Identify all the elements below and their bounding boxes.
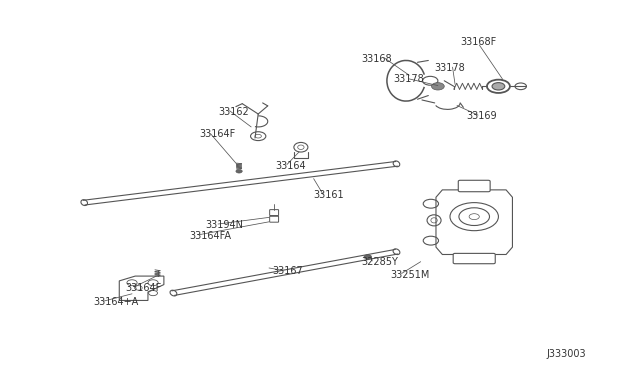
- FancyBboxPatch shape: [453, 253, 495, 264]
- Text: 33178: 33178: [435, 63, 465, 73]
- Text: 33164F: 33164F: [125, 283, 162, 292]
- Circle shape: [364, 255, 372, 259]
- Text: J333003: J333003: [546, 349, 586, 359]
- Text: 33162: 33162: [218, 107, 249, 117]
- Text: 32285Y: 32285Y: [362, 257, 398, 267]
- Text: 33251M: 33251M: [390, 270, 429, 280]
- FancyBboxPatch shape: [458, 180, 490, 192]
- Text: 33161: 33161: [314, 190, 344, 200]
- Text: 33168: 33168: [362, 54, 392, 64]
- Circle shape: [492, 83, 505, 90]
- Text: 33168F: 33168F: [460, 37, 497, 47]
- Text: 33164+A: 33164+A: [94, 297, 139, 307]
- Circle shape: [236, 169, 243, 173]
- Polygon shape: [119, 276, 164, 301]
- Text: 33164FA: 33164FA: [189, 231, 232, 241]
- Text: 33169: 33169: [467, 111, 497, 121]
- Text: 33164: 33164: [275, 161, 306, 171]
- Polygon shape: [436, 190, 513, 254]
- FancyBboxPatch shape: [269, 210, 278, 215]
- Circle shape: [431, 83, 444, 90]
- Text: 33194N: 33194N: [205, 220, 243, 230]
- Text: 33178: 33178: [394, 74, 424, 84]
- Text: 33167: 33167: [272, 266, 303, 276]
- FancyBboxPatch shape: [269, 216, 278, 222]
- Text: 33164F: 33164F: [199, 129, 235, 139]
